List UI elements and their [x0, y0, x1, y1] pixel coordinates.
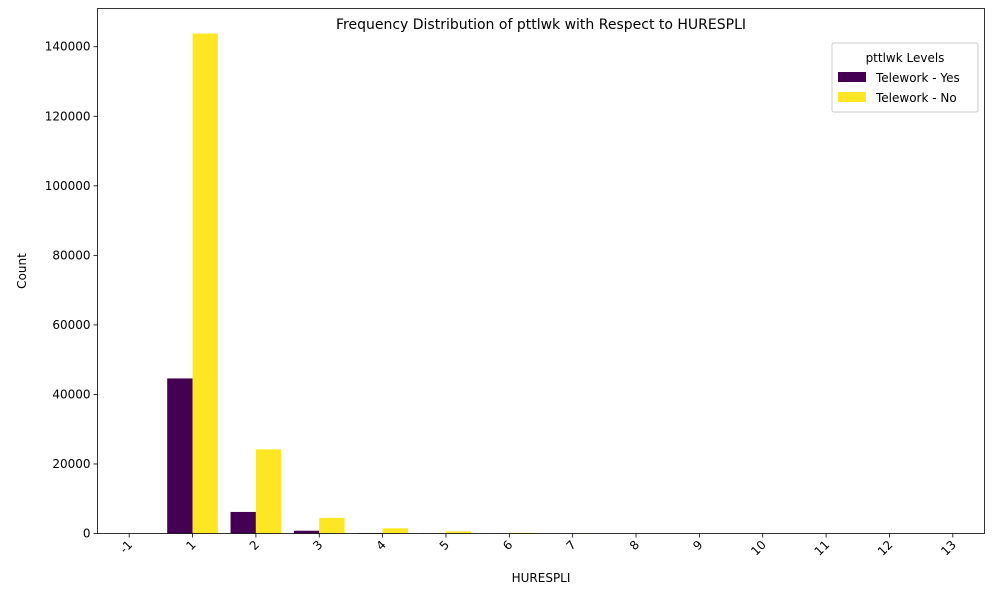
y-axis-title: Count [15, 253, 29, 289]
x-tick-label: 6 [500, 538, 515, 553]
x-tick-label: 13 [938, 538, 959, 559]
chart-title: Frequency Distribution of pttlwk with Re… [336, 17, 746, 33]
y-tick-label: 120000 [45, 109, 91, 123]
legend-swatch [838, 92, 866, 102]
bar [167, 378, 192, 533]
bar [231, 512, 256, 534]
legend-label: Telework - No [875, 91, 957, 105]
legend-swatch [838, 72, 866, 82]
bar [319, 518, 344, 534]
legend-label: Telework - Yes [875, 71, 960, 85]
legend-title: pttlwk Levels [866, 51, 945, 65]
x-tick-label: -1 [117, 538, 135, 556]
bar [383, 528, 408, 533]
bar [294, 531, 319, 534]
y-tick-label: 140000 [45, 40, 91, 54]
x-tick-label: 4 [373, 538, 388, 553]
y-tick-label: 60000 [52, 318, 90, 332]
x-tick-label: 12 [875, 538, 896, 559]
y-tick-label: 100000 [45, 179, 91, 193]
bar [193, 34, 218, 534]
y-tick-label: 80000 [52, 248, 90, 262]
x-tick-label: 2 [247, 538, 262, 553]
x-tick-label: 5 [437, 538, 452, 553]
x-tick-label: 11 [812, 538, 833, 559]
x-tick-label: 7 [563, 538, 578, 553]
y-tick-label: 20000 [52, 457, 90, 471]
y-tick-label: 0 [83, 527, 91, 541]
x-tick-label: 10 [748, 538, 769, 559]
bar [256, 449, 281, 533]
x-axis-title: HURESPLI [512, 571, 571, 585]
x-tick-label: 8 [627, 538, 642, 553]
x-tick-label: 3 [310, 538, 325, 553]
y-axis-ticks: 0 20000 40000 60000 80000 100000 120000 140000 [45, 40, 98, 541]
legend: pttlwk Levels Telework - Yes Telework - N… [832, 43, 978, 112]
x-tick-label: 1 [183, 538, 198, 553]
y-tick-label: 40000 [52, 387, 90, 401]
x-tick-label: 9 [690, 538, 705, 553]
